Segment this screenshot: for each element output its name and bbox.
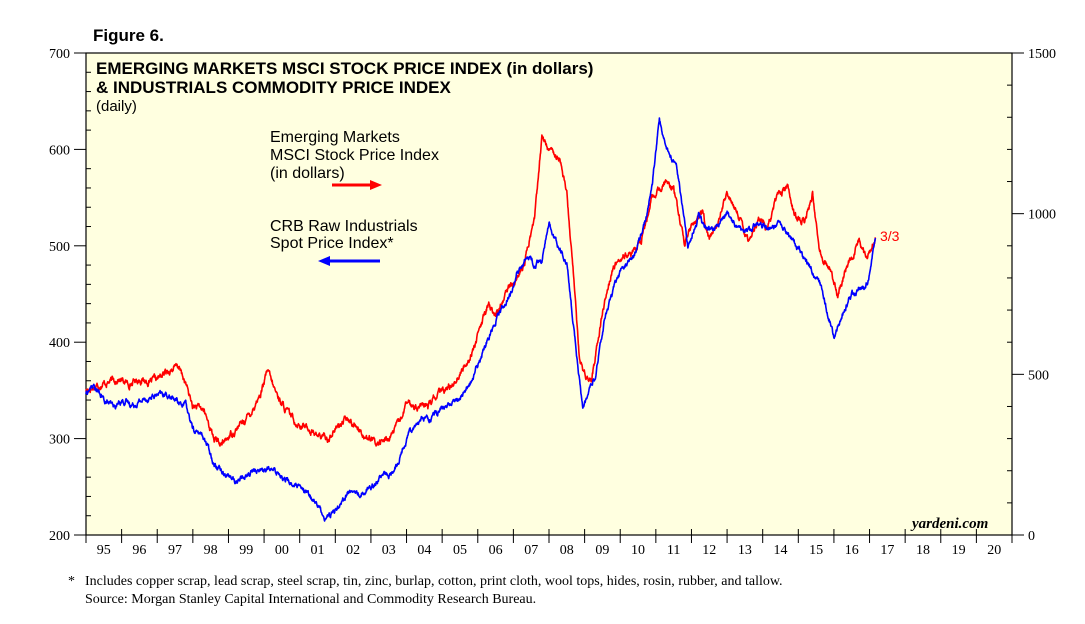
right-tick-label: 1000	[1028, 208, 1056, 223]
x-tick-label: 20	[987, 543, 1001, 558]
left-tick-label: 200	[49, 529, 70, 544]
series-em-msci-line	[85, 134, 877, 447]
x-tick-label: 16	[845, 543, 859, 558]
legend-blue-line-1: CRB Raw Industrials	[270, 218, 418, 235]
x-tick-label: 96	[132, 543, 146, 558]
x-tick-label: 14	[774, 543, 788, 558]
x-tick-label: 95	[97, 543, 111, 558]
yardeni-brand: yardeni.com	[910, 516, 988, 532]
legend-red-line-2: MSCI Stock Price Index	[270, 147, 439, 164]
left-tick-label: 300	[49, 433, 70, 448]
x-tick-label: 98	[204, 543, 218, 558]
series-crb-raw-industrials-line	[85, 117, 877, 522]
figure-label: Figure 6.	[93, 26, 164, 45]
legend-blue-arrow	[318, 256, 380, 266]
left-axis: 200 300 400 500 600 700	[49, 47, 91, 544]
footnote: Includes copper scrap, lead scrap, steel…	[85, 574, 783, 589]
left-tick-label: 400	[49, 336, 70, 351]
x-tick-label: 12	[702, 543, 716, 558]
plot-area	[85, 52, 1013, 536]
x-tick-label: 15	[809, 543, 823, 558]
x-tick-label: 06	[489, 543, 503, 558]
x-tick-label: 04	[417, 543, 431, 558]
x-tick-label: 03	[382, 543, 396, 558]
x-tick-label: 97	[168, 543, 182, 558]
x-tick-label: 10	[631, 543, 645, 558]
x-tick-label: 07	[524, 543, 538, 558]
x-tick-label: 01	[311, 543, 325, 558]
x-tick-label: 00	[275, 543, 289, 558]
legend: Emerging Markets MSCI Stock Price Index …	[270, 129, 439, 266]
right-tick-label: 0	[1028, 529, 1035, 544]
x-tick-label: 02	[346, 543, 360, 558]
x-tick-label: 19	[952, 543, 966, 558]
right-axis: 0 500 1000 1500	[1007, 47, 1056, 544]
end-date-label: 3/3	[880, 228, 900, 244]
x-tick-label: 11	[667, 543, 680, 558]
right-tick-label: 1500	[1028, 47, 1056, 62]
chart-title: EMERGING MARKETS MSCI STOCK PRICE INDEX …	[96, 59, 593, 78]
legend-blue-line-2: Spot Price Index*	[270, 235, 394, 252]
x-tick-label: 05	[453, 543, 467, 558]
x-tick-label: 13	[738, 543, 752, 558]
source-note: Source: Morgan Stanley Capital Internati…	[85, 592, 536, 607]
x-tick-label: 99	[239, 543, 253, 558]
x-tick-label: 18	[916, 543, 930, 558]
x-tick-label: 08	[560, 543, 574, 558]
series-layer	[85, 117, 877, 522]
left-tick-label: 700	[49, 47, 70, 62]
x-tick-label: 09	[595, 543, 609, 558]
chart-subtitle: (daily)	[96, 98, 137, 115]
legend-red-arrow	[332, 180, 382, 190]
right-tick-label: 500	[1028, 368, 1049, 383]
left-tick-label: 600	[49, 143, 70, 158]
chart-title-line2: & INDUSTRIALS COMMODITY PRICE INDEX	[96, 78, 451, 97]
legend-red-line-1: Emerging Markets	[270, 129, 400, 146]
footnote-marker: *	[68, 574, 75, 589]
x-axis: 95 96 97 98 99 00 01 02 03 04 05 06 07 08 09 10 11 12 13 14…	[85, 529, 1013, 558]
left-tick-label: 500	[49, 240, 70, 255]
legend-red-line-3: (in dollars)	[270, 165, 345, 182]
x-tick-label: 17	[880, 543, 894, 558]
